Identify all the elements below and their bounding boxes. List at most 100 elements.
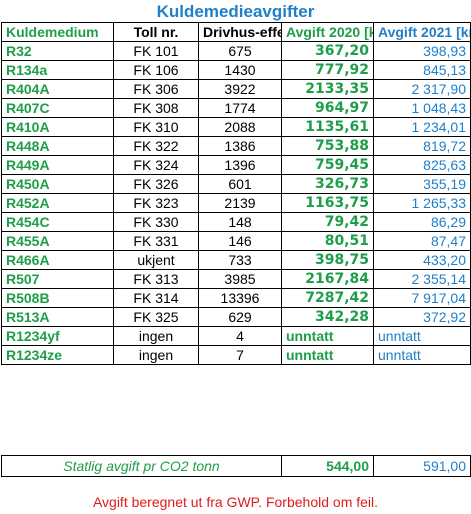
toll-cell: FK 323 (113, 193, 199, 213)
gwp-cell: 675 (198, 41, 282, 61)
toll-cell: FK 314 (113, 288, 199, 308)
avgift-2021-cell: 845,13 (373, 60, 471, 80)
avgift-2020-cell: 7287,42 (281, 288, 374, 308)
fee-table: Kuldemedium Toll nr. Drivhus-effekt [CO2… (1, 22, 471, 365)
toll-cell: FK 331 (113, 231, 199, 251)
avgift-2021-cell: 87,47 (373, 231, 471, 251)
gwp-cell: 1396 (198, 155, 282, 175)
avgift-2020-cell: 1135,61 (281, 117, 374, 137)
avgift-2021-cell: 372,92 (373, 307, 471, 327)
gwp-cell: 733 (198, 250, 282, 270)
avgift-2020-cell: unntatt (281, 345, 374, 365)
avgift-2020-cell: 777,92 (281, 60, 374, 80)
avgift-2020-cell: 759,45 (281, 155, 374, 175)
header-avgift-2020: Avgift 2020 [kr/kg] (281, 22, 374, 42)
header-gwp: Drivhus-effekt [CO2 tonn ekv.] (198, 22, 282, 42)
avgift-2021-cell: 1 234,01 (373, 117, 471, 137)
table-row: R454C FK 330 148 79,42 86,29 (1, 212, 471, 232)
toll-cell: FK 101 (113, 41, 199, 61)
table-row: R455A FK 331 146 80,51 87,47 (1, 231, 471, 251)
avgift-2021-cell: 398,93 (373, 41, 471, 61)
medium-cell: R134a (1, 60, 114, 80)
table-row: R466A ukjent 733 398,75 433,20 (1, 250, 471, 270)
avgift-2021-cell: 355,19 (373, 174, 471, 194)
avgift-2020-cell: 1163,75 (281, 193, 374, 213)
table-row: R404A FK 306 3922 2133,35 2 317,90 (1, 79, 471, 99)
medium-cell: R455A (1, 231, 114, 251)
avgift-2020-cell: 326,73 (281, 174, 374, 194)
table-row: R513A FK 325 629 342,28 372,92 (1, 307, 471, 327)
table-row: R450A FK 326 601 326,73 355,19 (1, 174, 471, 194)
toll-cell: FK 324 (113, 155, 199, 175)
medium-cell: R466A (1, 250, 114, 270)
avgift-2020-cell: 79,42 (281, 212, 374, 232)
gwp-cell: 3985 (198, 269, 282, 289)
gwp-cell: 3922 (198, 79, 282, 99)
avgift-2021-cell: 86,29 (373, 212, 471, 232)
gwp-cell: 1430 (198, 60, 282, 80)
header-avgift-2021: Avgift 2021 [kr/kg] (373, 22, 471, 42)
gwp-cell: 601 (198, 174, 282, 194)
gwp-cell: 148 (198, 212, 282, 232)
avgift-2020-cell: 398,75 (281, 250, 374, 270)
gwp-cell: 2139 (198, 193, 282, 213)
medium-cell: R410A (1, 117, 114, 137)
gwp-cell: 146 (198, 231, 282, 251)
toll-cell: FK 325 (113, 307, 199, 327)
avgift-2020-cell: 80,51 (281, 231, 374, 251)
toll-cell: ukjent (113, 250, 199, 270)
avgift-2020-cell: unntatt (281, 326, 374, 346)
toll-cell: FK 313 (113, 269, 199, 289)
gwp-cell: 4 (198, 326, 282, 346)
medium-cell: R448A (1, 136, 114, 156)
medium-cell: R513A (1, 307, 114, 327)
summary-table: Statlig avgift pr CO2 tonn 544,00 591,00 (1, 455, 471, 477)
avgift-2021-cell: 433,20 (373, 250, 471, 270)
medium-cell: R449A (1, 155, 114, 175)
avgift-2020-cell: 367,20 (281, 41, 374, 61)
avgift-2021-cell: 819,72 (373, 136, 471, 156)
avgift-2021-cell: unntatt (373, 326, 471, 346)
table-row: R507 FK 313 3985 2167,84 2 355,14 (1, 269, 471, 289)
medium-cell: R450A (1, 174, 114, 194)
footnote: Avgift beregnet ut fra GWP. Forbehold om… (92, 494, 379, 510)
toll-cell: FK 310 (113, 117, 199, 137)
page-title: Kuldemedieavgifter (156, 2, 315, 21)
header-medium: Kuldemedium (1, 22, 114, 42)
avgift-2020-cell: 342,28 (281, 307, 374, 327)
avgift-2021-cell: 1 048,43 (373, 98, 471, 118)
medium-cell: R32 (1, 41, 114, 61)
table-row: R448A FK 322 1386 753,88 819,72 (1, 136, 471, 156)
table-row: R508B FK 314 13396 7287,42 7 917,04 (1, 288, 471, 308)
summary-avgift-2020: 544,00 (281, 455, 374, 477)
toll-cell: ingen (113, 326, 199, 346)
toll-cell: FK 306 (113, 79, 199, 99)
avgift-2020-cell: 753,88 (281, 136, 374, 156)
toll-cell: FK 322 (113, 136, 199, 156)
gwp-cell: 1386 (198, 136, 282, 156)
avgift-2021-cell: 2 317,90 (373, 79, 471, 99)
table-row: R1234yf ingen 4 unntatt unntatt (1, 326, 471, 346)
gwp-cell: 2088 (198, 117, 282, 137)
summary-avgift-2021: 591,00 (373, 455, 471, 477)
summary-label: Statlig avgift pr CO2 tonn (1, 455, 282, 477)
avgift-2021-cell: 1 265,33 (373, 193, 471, 213)
gwp-cell: 1774 (198, 98, 282, 118)
gwp-cell: 629 (198, 307, 282, 327)
table-row: R134a FK 106 1430 777,92 845,13 (1, 60, 471, 80)
table-row: R449A FK 324 1396 759,45 825,63 (1, 155, 471, 175)
medium-cell: R1234ze (1, 345, 114, 365)
avgift-2020-cell: 2167,84 (281, 269, 374, 289)
medium-cell: R452A (1, 193, 114, 213)
medium-cell: R1234yf (1, 326, 114, 346)
toll-cell: FK 308 (113, 98, 199, 118)
avgift-2021-cell: unntatt (373, 345, 471, 365)
avgift-2021-cell: 2 355,14 (373, 269, 471, 289)
medium-cell: R404A (1, 79, 114, 99)
avgift-2021-cell: 7 917,04 (373, 288, 471, 308)
medium-cell: R508B (1, 288, 114, 308)
medium-cell: R454C (1, 212, 114, 232)
header-toll: Toll nr. (113, 22, 199, 42)
toll-cell: ingen (113, 345, 199, 365)
avgift-2021-cell: 825,63 (373, 155, 471, 175)
